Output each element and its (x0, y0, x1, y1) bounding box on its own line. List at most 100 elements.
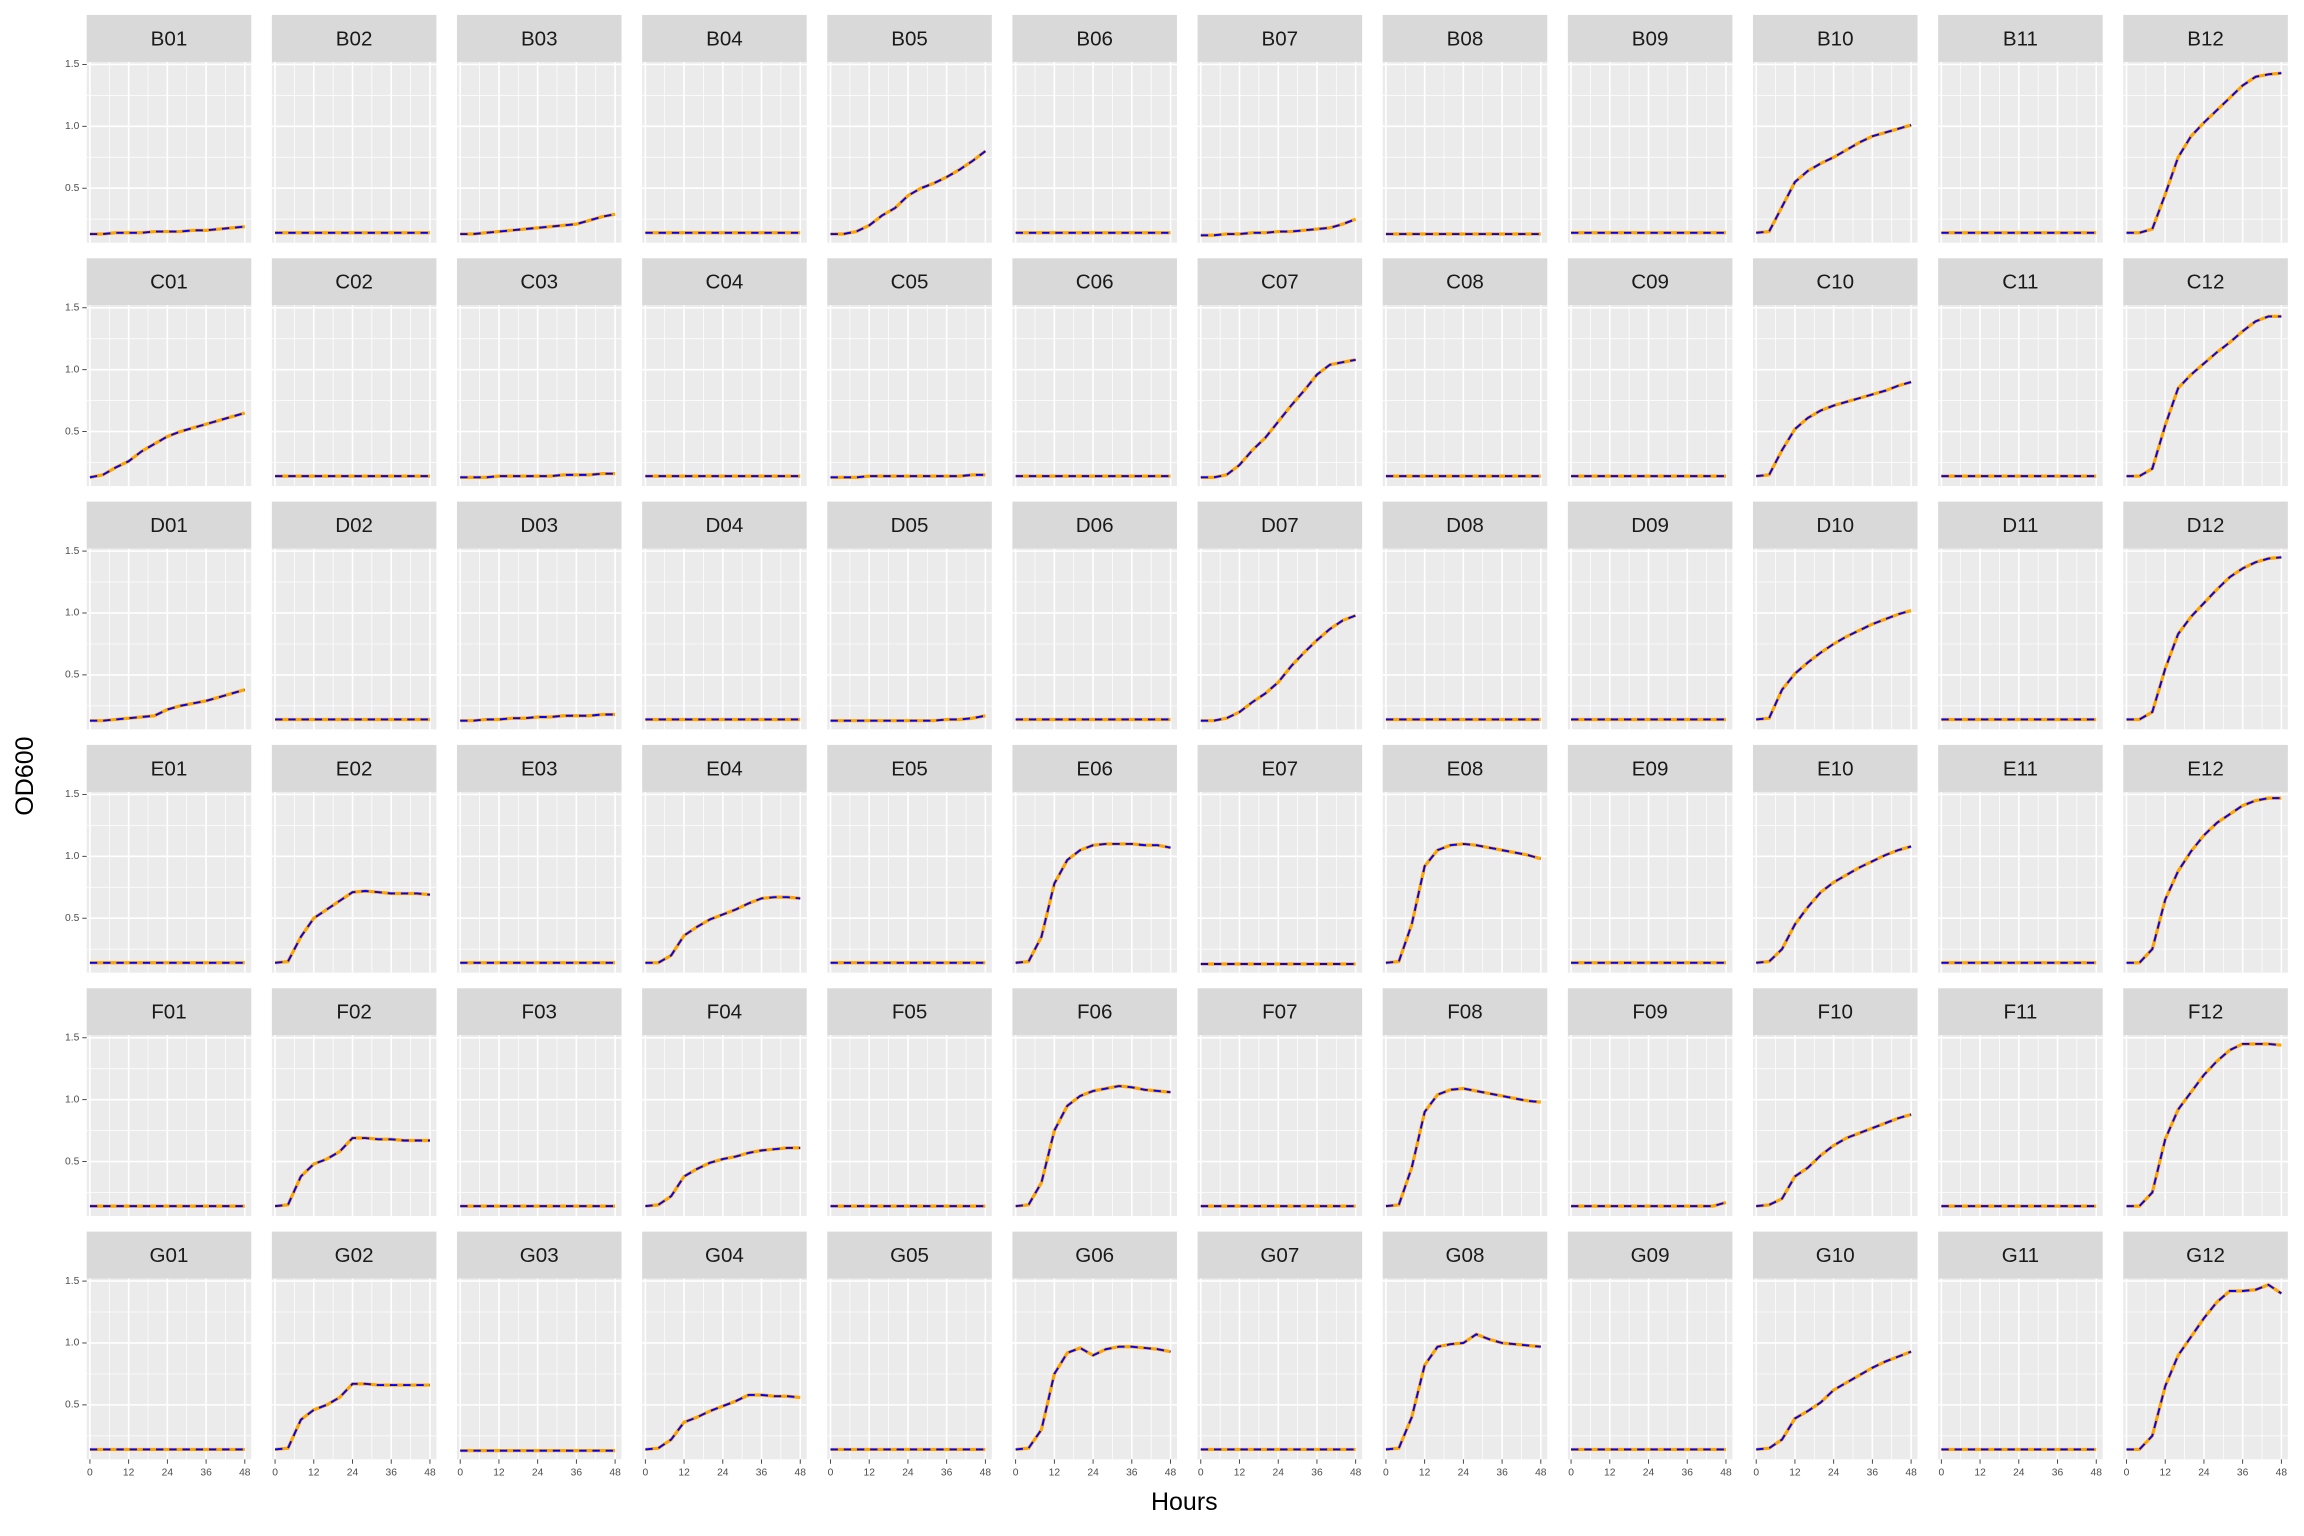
y-tick-label: 1.0 (65, 364, 80, 375)
panel (1197, 305, 1363, 487)
x-tick-label: 36 (2052, 1467, 2064, 1478)
growth-line-dashed (274, 890, 431, 964)
strip (1567, 1231, 1733, 1279)
strip-label: E03 (521, 757, 558, 780)
growth-line-dashed (1015, 1085, 1171, 1208)
strip (86, 14, 252, 62)
panel (456, 305, 622, 487)
panel (271, 548, 437, 730)
strip-label: F06 (1077, 1001, 1112, 1024)
y-tick-label: 0.5 (65, 183, 80, 194)
strip (1012, 258, 1177, 306)
panel (86, 61, 252, 243)
strip-label: D03 (520, 514, 558, 537)
panel (1567, 61, 1733, 243)
panel (642, 305, 807, 487)
x-tick-label: 12 (2160, 1467, 2172, 1478)
strip (86, 744, 252, 792)
panel (827, 61, 992, 243)
y-tick-label: 1.0 (65, 1338, 80, 1349)
panel (1752, 1035, 1918, 1217)
panel (1567, 305, 1733, 487)
strip-label: G06 (1075, 1244, 1114, 1267)
y-tick-label: 1.5 (65, 59, 80, 70)
panel (1012, 1278, 1177, 1460)
x-tick-label: 0 (1568, 1467, 1574, 1478)
panel (1567, 1035, 1733, 1217)
growth-line-dashed (89, 412, 246, 479)
strip (271, 988, 437, 1036)
strip-label: F10 (1818, 1001, 1853, 1024)
strip-label: B11 (2003, 27, 2038, 50)
panel (456, 548, 622, 730)
panel (2123, 305, 2288, 487)
y-tick-label: 0.5 (65, 913, 80, 924)
strip-label: B12 (2187, 27, 2224, 50)
strip (642, 258, 807, 306)
panel (1012, 305, 1177, 487)
panel (1752, 548, 1918, 730)
y-tick-label: 1.0 (65, 851, 80, 862)
strip (1382, 1231, 1548, 1279)
strip (2123, 258, 2288, 306)
strip-label: G09 (1631, 1244, 1670, 1267)
panel (1012, 61, 1177, 243)
panel (456, 1035, 622, 1217)
growth-line-dashed (1015, 1345, 1171, 1451)
growth-line-dashed (1385, 842, 1542, 964)
growth-line (89, 688, 246, 723)
x-tick-label: 24 (1273, 1467, 1285, 1478)
panel (1197, 1035, 1363, 1217)
y-tick-label: 0.5 (65, 426, 80, 437)
strip (271, 14, 437, 62)
x-tick-label: 48 (795, 1467, 807, 1478)
x-tick-label: 12 (1049, 1467, 1061, 1478)
panel (1197, 61, 1363, 243)
strip (827, 14, 992, 62)
x-tick-label: 0 (1938, 1467, 1944, 1478)
strip-label: B05 (891, 27, 928, 50)
growth-line-dashed (645, 896, 801, 964)
growth-line-dashed (1385, 1333, 1541, 1451)
x-tick-label: 24 (1458, 1467, 1470, 1478)
strip-label: D06 (1076, 514, 1114, 537)
strip-label: B02 (336, 27, 373, 50)
strip (1567, 744, 1733, 792)
x-tick-label: 0 (87, 1467, 93, 1478)
strip-label: C11 (2002, 271, 2038, 294)
panel (827, 548, 992, 730)
strip-label: C01 (150, 271, 188, 294)
panel (1938, 305, 2103, 487)
strip (1197, 258, 1363, 306)
panel (2123, 791, 2288, 973)
growth-line-dashed (2126, 556, 2282, 721)
x-tick-label: 48 (609, 1467, 621, 1478)
strip-label: E12 (2187, 757, 2224, 780)
strip-label: C07 (1261, 271, 1299, 294)
x-tick-label: 24 (2013, 1467, 2025, 1478)
strip (1197, 14, 1363, 62)
strip (827, 501, 992, 549)
strip (1752, 988, 1918, 1036)
panel (1938, 1035, 2103, 1217)
strip (1752, 744, 1918, 792)
panel (1382, 61, 1548, 243)
y-tick-label: 1.5 (65, 302, 80, 313)
x-tick-label: 0 (457, 1467, 463, 1478)
strip (86, 1231, 252, 1279)
strip (1567, 501, 1733, 549)
x-tick-label: 48 (1350, 1467, 1362, 1478)
x-tick-label: 36 (1126, 1467, 1138, 1478)
strip-label: B03 (521, 27, 558, 50)
x-tick-label: 48 (1535, 1467, 1547, 1478)
strip (1197, 1231, 1363, 1279)
strip-label: E07 (1262, 757, 1299, 780)
strip (1938, 258, 2103, 306)
strip (456, 258, 622, 306)
panel (2123, 61, 2288, 243)
panel (827, 1278, 992, 1460)
strip (1197, 501, 1363, 549)
strip-label: D02 (335, 514, 373, 537)
strip-label: F09 (1632, 1001, 1667, 1024)
strip (642, 744, 807, 792)
